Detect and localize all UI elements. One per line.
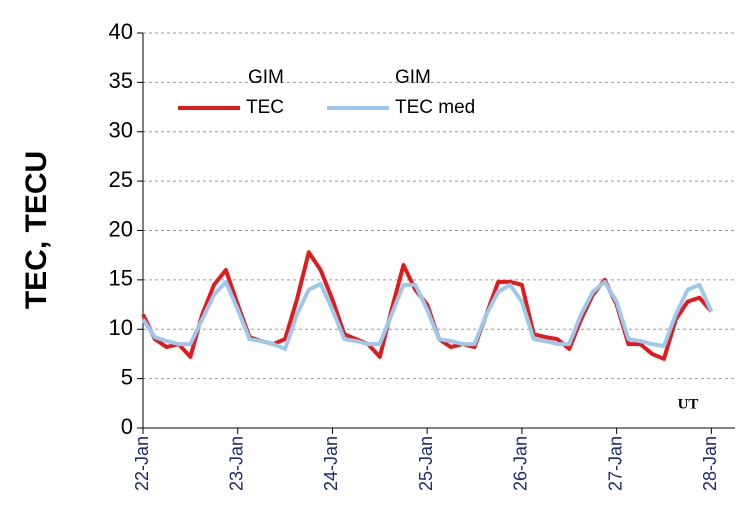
y-tick-label: 35 — [109, 68, 133, 93]
y-tick-label: 40 — [109, 19, 133, 44]
x-tick-label: 26-Jan — [511, 436, 531, 491]
line-series — [141, 279, 714, 351]
x-tick-label: 23-Jan — [226, 436, 246, 491]
legend-label: GIM — [248, 67, 284, 88]
y-tick-label: 15 — [109, 266, 133, 291]
y-tick-label: 0 — [121, 414, 133, 439]
x-tick-label: 28-Jan — [700, 436, 720, 491]
x-tick-label: 25-Jan — [416, 436, 436, 491]
annotation: UT — [678, 396, 699, 412]
y-tick-label: 25 — [109, 167, 133, 192]
y-axis-label: TEC, TECU — [20, 151, 53, 309]
legend-label: TEC — [246, 97, 284, 118]
x-tick-label: 22-Jan — [132, 436, 152, 491]
y-tick-label: 20 — [109, 216, 133, 241]
legend-label: GIM — [395, 67, 431, 88]
y-tick-label: 10 — [109, 315, 133, 340]
x-tick-label: 27-Jan — [605, 436, 625, 491]
legend-label: TEC med — [395, 97, 475, 118]
y-tick-label: 5 — [121, 364, 133, 389]
y-tick-label: 30 — [109, 118, 133, 143]
x-tick-label: 24-Jan — [321, 436, 341, 491]
